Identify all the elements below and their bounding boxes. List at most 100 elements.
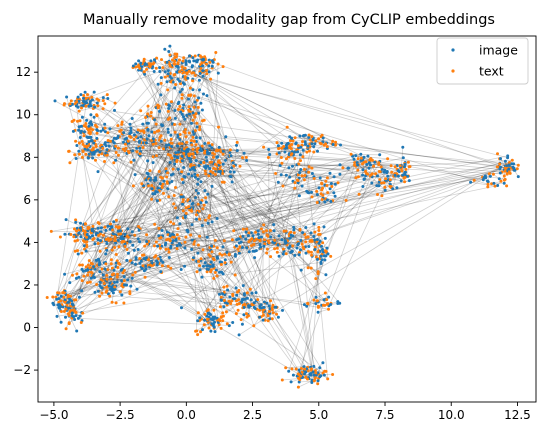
text-point [241,227,245,231]
image-point [206,164,210,168]
connector-line [165,62,194,114]
text-point [105,289,109,293]
text-point [301,155,305,159]
image-point [244,237,248,241]
text-point [229,260,233,264]
text-point [84,144,88,148]
connector-line [379,172,388,180]
text-point [270,306,274,310]
image-point [189,160,193,164]
image-point [104,144,108,148]
text-point [155,56,159,60]
connector-line [213,254,236,279]
text-point [198,264,201,268]
text-point [80,155,84,159]
text-point [195,329,199,333]
text-point [217,125,220,129]
text-point [101,146,105,150]
image-point [129,126,133,130]
connector-line [73,265,204,311]
text-point [113,239,117,242]
text-point [265,251,269,255]
image-point [194,140,198,143]
text-point [178,133,182,136]
connector-line [189,109,198,332]
image-point [204,166,208,170]
image-point [310,381,314,384]
image-point [406,174,410,178]
image-point [329,182,333,185]
image-point [193,100,197,104]
image-point [205,94,209,98]
image-point [70,311,74,315]
connector-line [126,143,219,320]
text-point [114,144,118,148]
image-point [114,137,118,141]
text-point [184,206,188,210]
text-point [393,165,397,169]
connector-line [143,59,212,320]
image-point [64,218,68,222]
text-point [331,139,335,143]
text-point [144,116,148,119]
text-point [187,131,191,135]
text-point [289,153,293,157]
text-point [90,262,94,266]
image-point [108,127,112,131]
text-point [172,235,176,239]
text-point [58,235,62,239]
text-point [187,108,191,112]
image-point [175,244,179,248]
connector-line [96,115,104,130]
connector-line [68,199,328,298]
image-point [242,292,246,296]
text-point [293,186,297,190]
text-point [157,104,161,108]
image-point [492,181,496,185]
image-point [156,261,160,265]
text-point [189,93,193,97]
connector-line [170,147,261,307]
text-point [316,382,320,386]
image-point [325,198,329,202]
image-point [173,116,177,120]
image-point [510,162,514,166]
image-point [235,293,239,297]
image-point [221,149,225,153]
image-point [210,220,214,224]
text-point [82,274,86,278]
connector-line [159,67,173,82]
text-point [89,270,93,274]
image-point [232,170,236,174]
text-point [499,179,503,183]
text-point [222,285,226,289]
text-point [258,239,262,243]
image-point [87,140,91,144]
text-point [205,318,209,321]
image-point [202,57,205,61]
connector-line [296,176,371,377]
text-point [204,218,207,222]
text-point [359,156,363,160]
connector-line [194,174,220,325]
text-point [239,318,243,322]
image-point [114,158,118,162]
image-point [106,292,110,296]
text-point [74,218,78,222]
connector-line [225,136,519,166]
connector-line [151,192,334,200]
text-point [495,165,499,169]
image-point [90,228,94,231]
text-point [315,189,319,193]
image-point [145,137,149,141]
image-point [299,239,303,242]
text-point [103,102,107,106]
text-point [114,301,118,305]
text-point [172,222,176,226]
image-point [231,321,235,324]
image-point [324,273,328,277]
text-point [173,62,177,66]
text-point [203,151,207,155]
image-point [305,189,309,193]
text-point [307,170,311,174]
